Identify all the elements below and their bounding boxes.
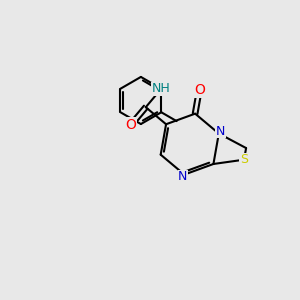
Text: S: S <box>240 153 248 166</box>
Text: O: O <box>194 83 205 98</box>
Text: N: N <box>216 125 225 138</box>
Text: N: N <box>178 170 188 183</box>
Text: NH: NH <box>152 82 171 95</box>
Text: O: O <box>126 118 136 132</box>
